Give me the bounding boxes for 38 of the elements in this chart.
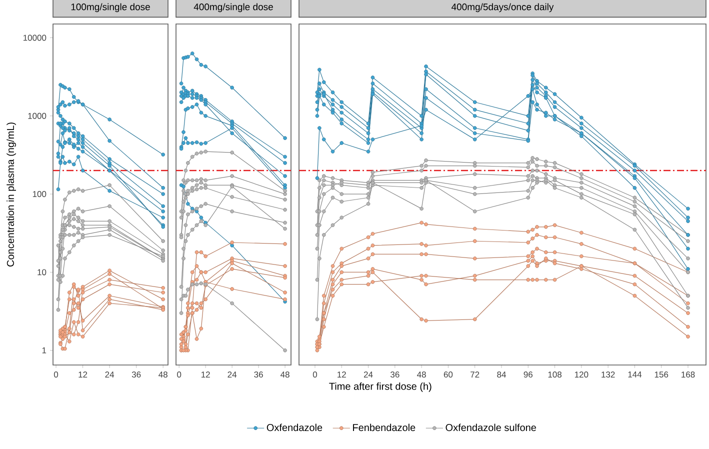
y-tick-label: 10000 [23, 34, 46, 41]
y-tick-label: 100 [32, 191, 46, 198]
x-tick-label: 48 [158, 372, 168, 378]
x-tick-label: 156 [654, 372, 668, 378]
chart-title: 400mg/single dose [194, 3, 273, 12]
x-tick-label: 12 [338, 372, 346, 378]
x-tick-label: 60 [444, 372, 453, 378]
x-tick-label: 108 [548, 372, 562, 378]
y-tick-label: 10 [38, 269, 46, 276]
chart-title: 400mg/5days/once daily [451, 3, 554, 12]
x-tick-label: 24 [364, 372, 373, 378]
x-tick-label: 36 [132, 372, 141, 378]
chart-title: 100mg/single dose [71, 3, 150, 12]
x-tick-label: 24 [105, 372, 114, 378]
x-tick-label: 36 [254, 372, 263, 378]
x-axis-title: Time after first dose (h) [329, 382, 432, 392]
y-axis-title: Concentration in plasma (ng/mL) [6, 122, 16, 267]
x-tick-label: 120 [574, 372, 588, 378]
x-tick-label: 72 [470, 372, 480, 378]
x-tick-label: 132 [602, 372, 615, 378]
x-tick-label: 0 [54, 372, 58, 378]
x-tick-label: 48 [280, 372, 290, 378]
legend-label: Fenbendazole [353, 424, 416, 432]
x-tick-label: 84 [497, 372, 506, 378]
y-tick-label: 1 [42, 347, 46, 354]
x-tick-label: 96 [524, 372, 533, 378]
x-tick-label: 144 [628, 372, 642, 378]
x-tick-label: 12 [78, 372, 88, 378]
x-tick-label: 12 [202, 372, 210, 378]
x-tick-label: 48 [417, 372, 426, 378]
x-tick-label: 0 [312, 372, 318, 378]
legend-label: Oxfendazole [266, 424, 322, 432]
x-tick-label: 0 [177, 372, 182, 378]
x-tick-label: 168 [682, 372, 695, 378]
x-tick-label: 24 [228, 372, 237, 378]
x-tick-label: 36 [390, 372, 400, 378]
legend-label: Oxfendazole sulfone [446, 424, 536, 432]
y-tick-label: 1000 [28, 112, 46, 119]
